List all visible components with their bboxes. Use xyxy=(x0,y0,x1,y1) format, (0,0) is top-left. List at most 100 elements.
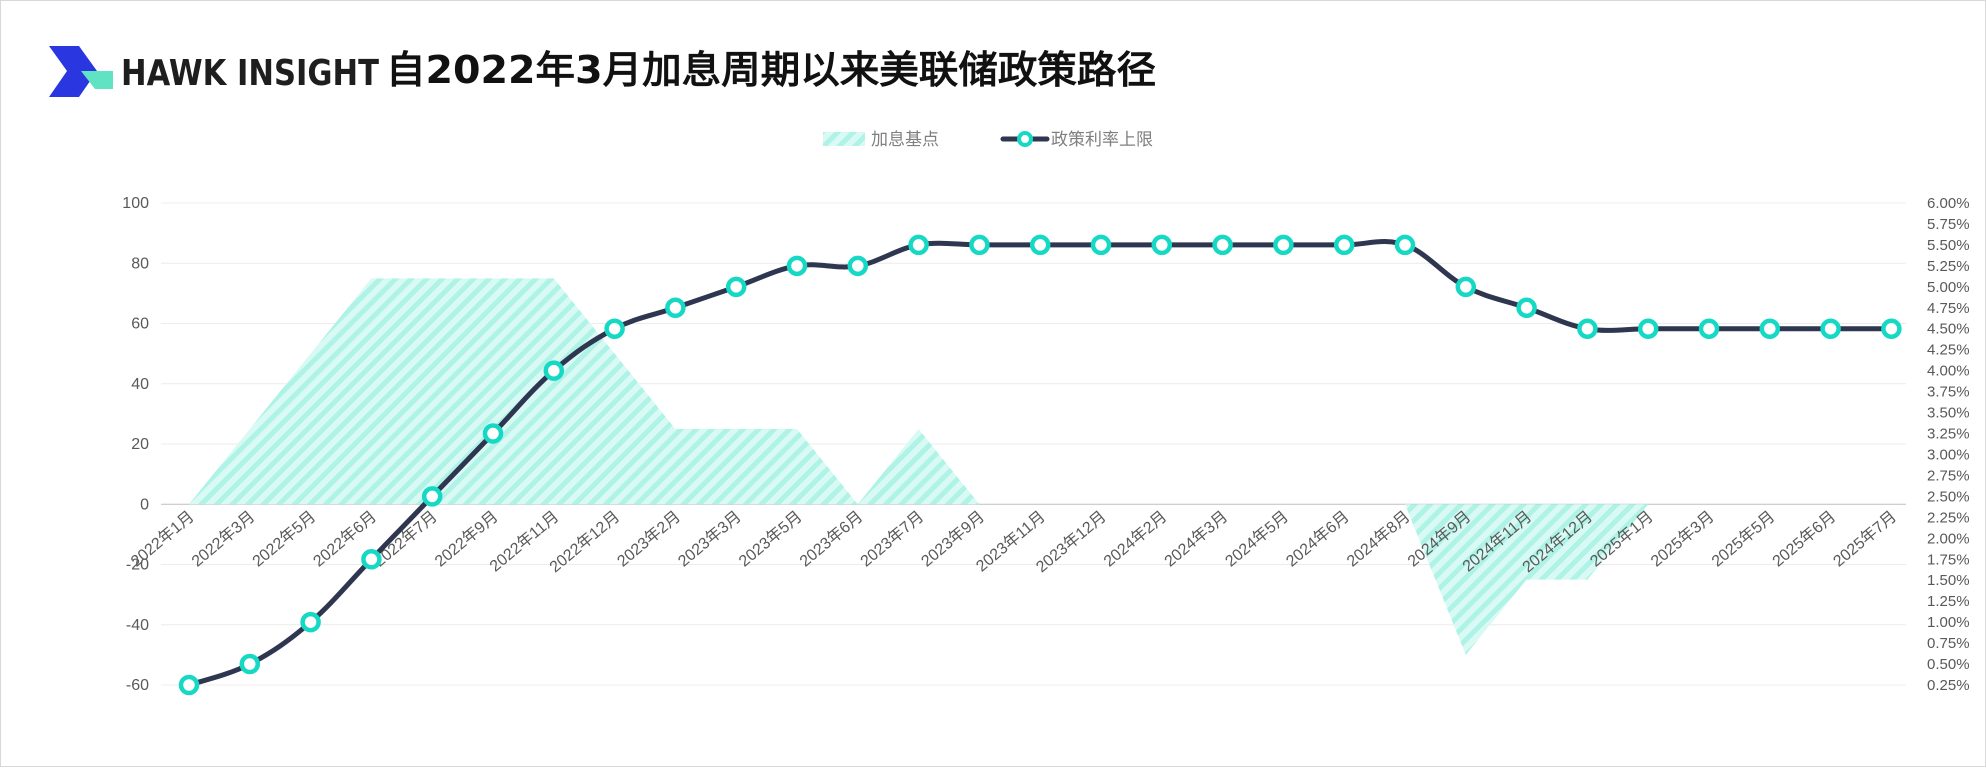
policy-rate-point xyxy=(604,318,625,339)
right-axis: 6.00% 5.75% 5.50% 5.25% 5.00% 4.75% 4.50% 4.25%… xyxy=(1927,195,1970,694)
policy-rate-point xyxy=(725,276,747,298)
x-tick-label: 2024年5月 xyxy=(1222,508,1292,571)
x-tick-label: 2024年3月 xyxy=(1161,508,1231,571)
right-tick-label: 2.00% xyxy=(1927,530,1970,547)
x-tick-label: 2024年2月 xyxy=(1100,508,1170,571)
policy-rate-point xyxy=(1029,234,1051,256)
policy-rate-point xyxy=(1577,318,1598,339)
x-tick-label: 2025年7月 xyxy=(1830,508,1900,571)
x-tick-label: 2025年3月 xyxy=(1647,508,1717,571)
x-tick-label: 2023年5月 xyxy=(735,508,805,571)
right-tick-label: 0.50% xyxy=(1927,656,1970,673)
x-tick-label: 2023年7月 xyxy=(857,508,927,571)
legend: 加息基点 政策利率上限 xyxy=(823,130,1153,150)
policy-rate-point xyxy=(1881,318,1902,339)
policy-rate-point xyxy=(482,423,504,444)
legend-area-swatch xyxy=(823,132,865,146)
right-tick-label: 1.00% xyxy=(1927,614,1970,631)
policy-rate-point xyxy=(361,549,382,570)
policy-rate-point xyxy=(1394,234,1416,256)
left-axis: 100 80 60 40 20 0 -20 -40 -60 xyxy=(122,195,149,694)
right-tick-label: 2.75% xyxy=(1927,467,1970,484)
rate-change-area xyxy=(189,278,1892,655)
right-tick-label: 0.25% xyxy=(1927,677,1970,694)
x-tick-label: 2023年6月 xyxy=(796,508,866,571)
left-tick-label: 60 xyxy=(131,316,149,333)
right-tick-label: 3.50% xyxy=(1927,405,1970,422)
chart-title: 自2022年3月加息周期以来美联储政策路径 xyxy=(386,48,1156,92)
policy-rate-point xyxy=(1698,318,1720,339)
policy-rate-point xyxy=(665,297,686,319)
right-tick-label: 1.25% xyxy=(1927,593,1970,610)
x-tick-label: 2022年3月 xyxy=(188,508,258,571)
right-tick-label: 5.00% xyxy=(1927,279,1970,296)
policy-rate-point xyxy=(1516,297,1537,319)
right-tick-label: 3.75% xyxy=(1927,384,1970,401)
right-tick-label: 5.25% xyxy=(1927,258,1970,275)
x-tick-label: 2023年3月 xyxy=(675,508,745,571)
policy-rate-point xyxy=(1090,234,1112,256)
legend-item-area: 加息基点 xyxy=(823,130,939,150)
x-tick-label: 2025年5月 xyxy=(1708,508,1778,571)
right-tick-label: 5.75% xyxy=(1927,216,1970,233)
left-tick-label: 0 xyxy=(140,496,149,513)
policy-rate-point xyxy=(1212,234,1233,256)
brand-logo-icon xyxy=(49,46,97,71)
left-tick-label: -20 xyxy=(126,557,149,574)
right-tick-label: 2.50% xyxy=(1927,488,1970,505)
policy-rate-point xyxy=(1637,318,1659,339)
left-tick-label: -60 xyxy=(126,677,149,694)
legend-item-line: 政策利率上限 xyxy=(1000,130,1153,150)
brand-name: HAWK INSIGHT xyxy=(121,53,379,94)
policy-rate-point xyxy=(1333,234,1355,256)
right-tick-label: 4.50% xyxy=(1927,321,1970,338)
policy-rate-point xyxy=(300,611,321,633)
policy-rate-point xyxy=(1759,318,1781,339)
policy-rate-point xyxy=(1273,234,1294,256)
policy-rate-point xyxy=(908,234,929,256)
policy-rate-point xyxy=(1455,276,1477,298)
right-tick-label: 2.25% xyxy=(1927,509,1970,526)
right-tick-label: 5.50% xyxy=(1927,237,1970,254)
x-tick-label: 2022年1月 xyxy=(127,508,197,571)
right-tick-label: 1.75% xyxy=(1927,551,1970,568)
legend-line-marker xyxy=(1017,131,1033,147)
x-tick-label: 2025年6月 xyxy=(1769,508,1839,571)
x-tick-label: 2024年6月 xyxy=(1283,508,1353,571)
x-tick-label: 2023年2月 xyxy=(614,508,684,571)
x-tick-label: 2024年8月 xyxy=(1343,508,1413,571)
brand-logo-accent xyxy=(81,71,113,89)
policy-rate-point xyxy=(1820,318,1841,339)
right-tick-label: 6.00% xyxy=(1927,195,1970,212)
rate-change-area-layer xyxy=(189,278,1892,655)
brand-logo-icon-lower xyxy=(49,71,97,97)
right-tick-label: 3.25% xyxy=(1927,426,1970,443)
legend-area-label: 加息基点 xyxy=(871,130,939,150)
left-tick-label: 20 xyxy=(131,436,149,453)
policy-rate-point xyxy=(969,234,990,256)
left-tick-label: 100 xyxy=(122,195,149,212)
policy-rate-point xyxy=(847,255,869,277)
x-axis: 2022年1月2022年3月2022年5月2022年6月2022年7月2022年… xyxy=(127,508,1900,577)
policy-rate-point xyxy=(543,360,565,381)
policy-rate-point xyxy=(786,255,808,277)
right-tick-label: 4.75% xyxy=(1927,300,1970,317)
right-tick-label: 4.25% xyxy=(1927,342,1970,359)
right-tick-label: 1.50% xyxy=(1927,572,1970,589)
right-tick-label: 0.75% xyxy=(1927,635,1970,652)
left-tick-label: 40 xyxy=(131,376,149,393)
policy-rate-point xyxy=(239,653,261,675)
right-tick-label: 3.00% xyxy=(1927,446,1970,463)
x-tick-label: 2022年5月 xyxy=(249,508,319,571)
right-tick-label: 4.00% xyxy=(1927,363,1970,380)
left-tick-label: -40 xyxy=(126,617,149,634)
policy-rate-point xyxy=(178,674,200,696)
legend-line-label: 政策利率上限 xyxy=(1051,130,1153,150)
policy-rate-point xyxy=(421,486,443,507)
left-tick-label: 80 xyxy=(131,255,149,272)
policy-rate-markers xyxy=(178,234,1902,696)
brand-logo: HAWK INSIGHT xyxy=(49,46,379,97)
policy-rate-point xyxy=(1151,234,1173,256)
